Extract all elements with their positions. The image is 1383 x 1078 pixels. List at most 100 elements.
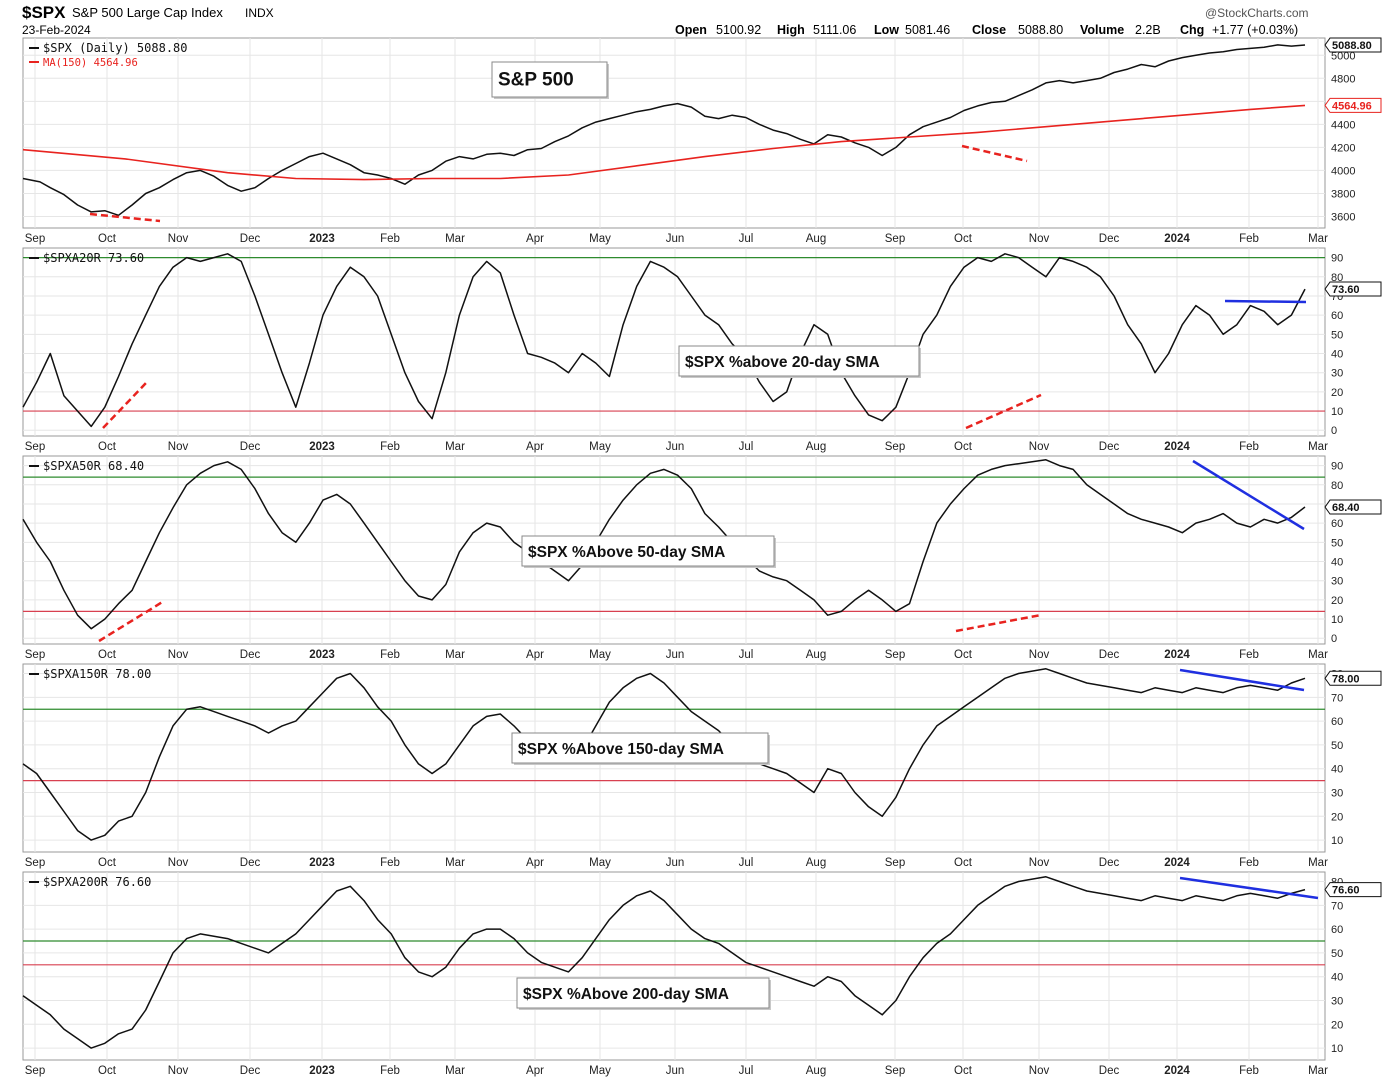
last-value-label: 68.40 xyxy=(1332,502,1360,514)
legend-entry: $SPXA150R 78.00 xyxy=(43,667,151,681)
x-month-label: Jul xyxy=(739,441,754,453)
y-tick-label: 10 xyxy=(1331,1043,1343,1055)
x-month-label: Mar xyxy=(1308,857,1328,869)
legend-entry: $SPXA200R 76.60 xyxy=(43,875,151,889)
legend-entry: $SPXA50R 68.40 xyxy=(43,459,144,473)
x-month-label: Mar xyxy=(1308,441,1328,453)
y-tick-label: 30 xyxy=(1331,996,1343,1008)
x-month-label: 2024 xyxy=(1164,233,1190,245)
watermark: @StockCharts.com xyxy=(1205,6,1309,20)
x-month-label: Oct xyxy=(98,233,117,245)
x-month-label: Nov xyxy=(168,649,189,661)
x-month-label: Mar xyxy=(445,441,465,453)
x-month-label: Mar xyxy=(1308,1065,1328,1077)
panel-1: 360038004000420044004600480050005088.804… xyxy=(22,37,1382,245)
y-tick-label: 10 xyxy=(1331,835,1343,847)
panel-4: 102030405060708078.00$SPXA150R 78.00$SPX… xyxy=(22,663,1382,869)
x-month-label: Aug xyxy=(806,441,826,453)
y-tick-label: 20 xyxy=(1331,595,1343,607)
x-month-label: Dec xyxy=(1099,1065,1120,1077)
y-tick-label: 40 xyxy=(1331,349,1343,361)
x-month-label: Nov xyxy=(1029,233,1050,245)
x-month-label: Feb xyxy=(1239,1065,1259,1077)
red-dashed-trendline xyxy=(955,613,1042,633)
y-tick-label: 4200 xyxy=(1331,142,1355,154)
annotation-box xyxy=(521,535,775,567)
x-month-label: Dec xyxy=(240,857,261,869)
x-month-label: Mar xyxy=(1308,649,1328,661)
x-month-label: Oct xyxy=(954,233,973,245)
x-month-label: Jun xyxy=(666,233,685,245)
x-month-label: Sep xyxy=(25,1065,45,1077)
x-month-label: May xyxy=(589,1065,611,1077)
y-tick-label: 60 xyxy=(1331,716,1343,728)
x-month-label: Feb xyxy=(380,233,400,245)
annotation-box xyxy=(511,732,769,764)
x-month-label: Apr xyxy=(526,857,544,869)
x-month-label: Oct xyxy=(954,441,973,453)
x-month-label: 2023 xyxy=(309,649,335,661)
annotation-box xyxy=(516,977,770,1009)
y-tick-label: 50 xyxy=(1331,740,1343,752)
last-value-tag xyxy=(1324,97,1382,113)
x-month-label: Jun xyxy=(666,857,685,869)
annotation-label: S&P 500 xyxy=(498,70,574,91)
x-month-label: Oct xyxy=(954,1065,973,1077)
blue-trendline xyxy=(1224,299,1307,304)
x-month-label: Mar xyxy=(445,1065,465,1077)
annotation-label: $SPX %Above 150-day SMA xyxy=(518,741,724,758)
last-value-label: 73.60 xyxy=(1332,284,1360,296)
x-month-label: Dec xyxy=(1099,649,1120,661)
y-tick-label: 50 xyxy=(1331,537,1343,549)
x-month-label: Dec xyxy=(240,1065,261,1077)
x-month-label: Sep xyxy=(885,1065,905,1077)
x-month-label: Sep xyxy=(885,857,905,869)
ma-series-line xyxy=(22,104,1306,181)
chart-header: $SPX S&P 500 Large Cap Index INDX 23-Feb… xyxy=(22,3,1309,37)
last-value-tag xyxy=(1324,281,1382,297)
last-value-tag xyxy=(1324,37,1382,53)
panel-frame xyxy=(22,247,1326,437)
x-month-label: 2023 xyxy=(309,1065,335,1077)
symbol-label: $SPX xyxy=(22,3,66,22)
x-month-label: Aug xyxy=(806,233,826,245)
series-line xyxy=(22,876,1306,1049)
x-month-label: May xyxy=(589,649,611,661)
x-month-label: Mar xyxy=(445,649,465,661)
x-month-label: Aug xyxy=(806,857,826,869)
y-tick-label: 50 xyxy=(1331,329,1343,341)
annotation-label: $SPX %above 20-day SMA xyxy=(685,354,880,371)
y-tick-label: 40 xyxy=(1331,764,1343,776)
x-month-label: Oct xyxy=(954,649,973,661)
blue-trendline xyxy=(1192,459,1305,531)
x-month-label: Dec xyxy=(240,441,261,453)
x-month-label: Oct xyxy=(98,649,117,661)
x-month-label: May xyxy=(589,441,611,453)
x-month-label: Apr xyxy=(526,1065,544,1077)
close-value: 5088.80 xyxy=(1018,23,1063,37)
x-month-label: Feb xyxy=(380,1065,400,1077)
exchange-label: INDX xyxy=(245,6,274,20)
y-tick-label: 0 xyxy=(1331,633,1337,645)
annotation-label: $SPX %Above 50-day SMA xyxy=(528,544,725,561)
x-month-label: 2023 xyxy=(309,233,335,245)
x-month-label: Sep xyxy=(25,441,45,453)
x-month-label: Apr xyxy=(526,441,544,453)
x-month-label: Nov xyxy=(1029,441,1050,453)
chart-panels: 360038004000420044004600480050005088.804… xyxy=(22,37,1382,1077)
x-month-label: Nov xyxy=(168,441,189,453)
x-month-label: Sep xyxy=(885,649,905,661)
x-month-label: 2023 xyxy=(309,857,335,869)
y-tick-label: 90 xyxy=(1331,461,1343,473)
x-month-label: 2024 xyxy=(1164,857,1190,869)
x-month-label: Mar xyxy=(445,857,465,869)
x-month-label: Sep xyxy=(25,649,45,661)
red-dashed-trendline xyxy=(98,599,165,643)
annotation-box xyxy=(678,345,920,377)
x-month-label: Jun xyxy=(666,441,685,453)
high-label: High xyxy=(777,23,805,37)
x-month-label: Oct xyxy=(98,1065,117,1077)
x-month-label: May xyxy=(589,233,611,245)
y-tick-label: 4400 xyxy=(1331,119,1355,131)
